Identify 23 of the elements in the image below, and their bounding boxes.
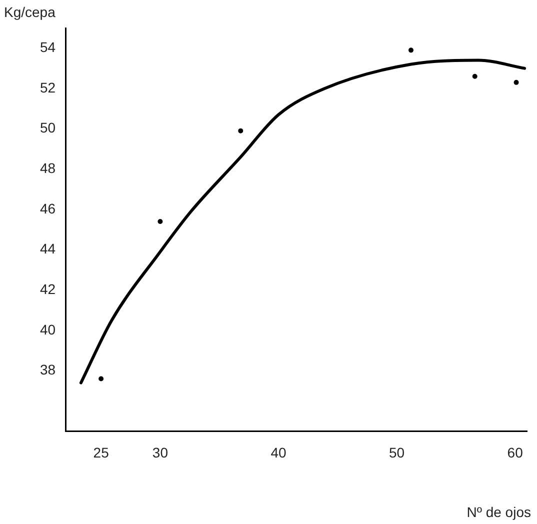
point <box>238 128 244 134</box>
point <box>472 74 478 79</box>
point <box>98 376 104 382</box>
y-tick-label: 50 <box>40 120 56 136</box>
y-tick-label: 42 <box>40 280 56 297</box>
x-tick-label: 25 <box>93 444 110 460</box>
y-tick-label: 40 <box>40 321 56 338</box>
x-tick-label: 40 <box>270 444 286 460</box>
point <box>514 80 519 85</box>
y-tick-label: 44 <box>40 240 56 257</box>
point <box>408 48 414 53</box>
y-tick-label: 38 <box>40 362 56 378</box>
y-tick-label: 48 <box>40 160 56 176</box>
y-tick-label: 46 <box>40 200 56 216</box>
point <box>158 219 163 224</box>
x-tick-label: 30 <box>152 444 168 460</box>
line-series <box>79 58 526 384</box>
y-tick-label: 54 <box>40 39 56 56</box>
y-tick-label: 52 <box>40 79 56 96</box>
x-axis-title: Nº de ojos <box>466 504 531 520</box>
y-axis-title: Kg/cepa <box>4 4 56 20</box>
x-tick-label: 50 <box>389 444 405 460</box>
x-tick-label: 60 <box>507 444 524 460</box>
